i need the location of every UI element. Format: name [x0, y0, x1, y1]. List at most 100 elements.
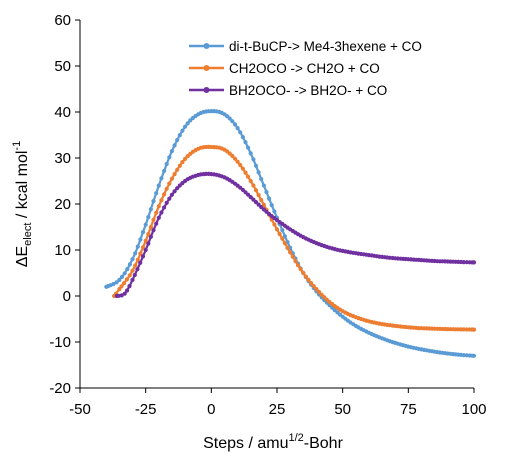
data-point	[232, 156, 238, 161]
data-point	[227, 116, 232, 121]
data-point	[259, 205, 264, 210]
data-point	[248, 151, 253, 156]
data-point	[119, 274, 125, 279]
x-axis-title-tail: -Bohr	[304, 435, 344, 452]
data-point	[148, 207, 153, 212]
data-point	[169, 192, 174, 197]
x-axis-title-sup: 1/2	[288, 432, 303, 444]
data-point	[127, 273, 132, 278]
y-axis-title: ΔEelect / kcal mol-1	[11, 141, 34, 267]
data-point	[248, 178, 253, 184]
data-point	[316, 289, 322, 294]
data-point	[280, 236, 285, 241]
data-point	[322, 295, 327, 300]
data-point	[285, 245, 290, 250]
data-point	[151, 228, 156, 233]
data-point	[259, 176, 264, 182]
data-point	[135, 257, 140, 262]
data-point	[154, 221, 159, 226]
data-point	[274, 227, 280, 232]
data-point	[240, 166, 245, 171]
y-tick-label: 10	[54, 242, 71, 259]
data-point	[162, 168, 167, 174]
legend-label: di-t-BuCP-> Me4-3hexene + CO	[229, 39, 422, 54]
data-point	[164, 200, 169, 205]
legend-item: BH2OCO- -> BH2O- + CO	[189, 83, 387, 98]
y-tick-label: 50	[54, 58, 71, 75]
data-point	[306, 277, 311, 282]
x-axis-title: Steps / amu1/2-Bohr	[203, 432, 343, 452]
data-point	[146, 232, 151, 237]
data-point	[319, 292, 324, 297]
data-point	[125, 267, 130, 272]
data-point	[256, 202, 261, 207]
data-point	[143, 247, 148, 253]
y-tick-label: 40	[54, 104, 71, 121]
data-point	[130, 257, 135, 262]
data-point	[261, 183, 266, 188]
data-point	[246, 174, 251, 179]
y-tick-label: -10	[49, 334, 71, 351]
data-point	[175, 186, 180, 191]
data-point	[235, 159, 240, 164]
data-point	[471, 260, 477, 265]
data-point	[298, 267, 303, 272]
data-point	[143, 238, 148, 243]
data-point	[130, 277, 135, 282]
data-point	[253, 200, 259, 205]
data-point	[290, 254, 295, 259]
data-point	[151, 199, 156, 204]
data-point	[159, 176, 164, 181]
legend: di-t-BuCP-> Me4-3hexene + CO CH2OCO -> CH…	[189, 39, 422, 98]
data-point	[288, 250, 293, 255]
data-point	[269, 203, 274, 208]
x-tick-label: -50	[69, 401, 91, 418]
data-point	[177, 163, 182, 168]
data-point	[172, 143, 177, 148]
data-point	[267, 196, 272, 201]
data-point	[175, 167, 180, 172]
y-tick-label: 0	[63, 288, 71, 305]
data-point	[164, 161, 169, 167]
x-tick-label: -25	[135, 401, 157, 418]
data-point	[230, 119, 235, 124]
data-point	[122, 291, 127, 296]
data-point	[119, 284, 124, 289]
x-tick-label: 50	[334, 401, 351, 418]
legend-swatch-marker	[203, 87, 210, 93]
series-2	[112, 144, 477, 332]
legend-swatch-marker	[203, 43, 210, 49]
data-point	[471, 327, 477, 332]
data-point	[177, 133, 182, 138]
data-point	[272, 222, 277, 227]
data-point	[138, 260, 143, 265]
data-point	[135, 267, 140, 272]
data-point	[124, 277, 129, 282]
data-point	[143, 222, 148, 227]
data-point	[272, 209, 277, 214]
series-1	[104, 109, 477, 358]
data-point	[232, 122, 238, 127]
x-tick-label: 100	[461, 401, 486, 418]
data-point	[140, 245, 146, 250]
data-point	[256, 170, 261, 175]
data-point	[461, 260, 466, 265]
data-point	[156, 183, 161, 188]
data-point	[167, 196, 172, 201]
data-point	[151, 217, 156, 222]
data-point	[183, 156, 188, 161]
data-point	[148, 224, 153, 230]
series-line	[113, 145, 475, 331]
data-point	[303, 274, 308, 279]
data-point	[146, 241, 151, 246]
data-point	[159, 210, 164, 215]
x-tick-label: 75	[400, 401, 417, 418]
data-point	[133, 251, 138, 256]
data-point	[156, 215, 161, 220]
data-point	[138, 237, 143, 242]
x-axis-title-main: Steps / amu	[203, 435, 288, 452]
data-point	[240, 135, 245, 140]
data-point	[156, 204, 161, 209]
y-tick-label: 60	[54, 12, 71, 29]
